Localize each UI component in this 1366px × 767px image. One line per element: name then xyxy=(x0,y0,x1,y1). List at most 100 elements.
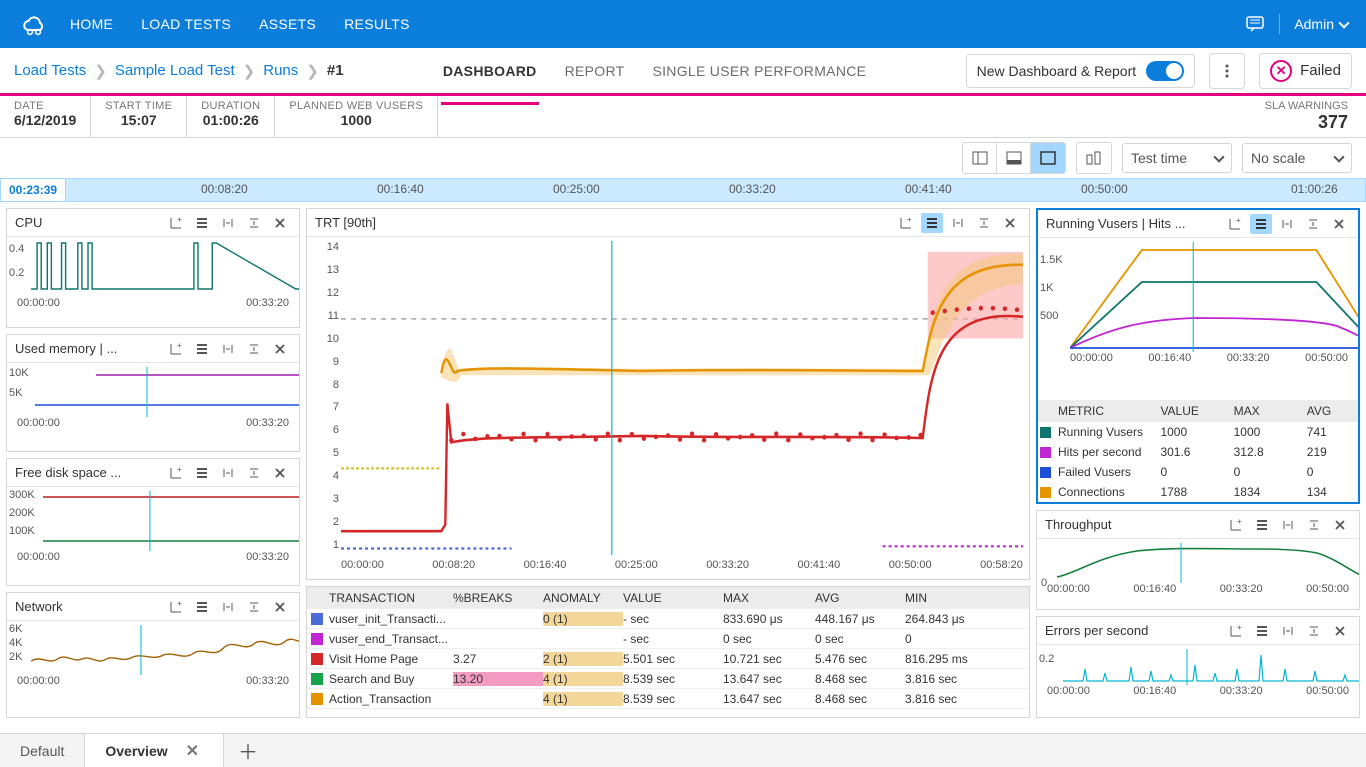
table-row[interactable]: vuser_end_Transact... - sec0 sec0 sec0 xyxy=(307,629,1029,649)
ytick: 1K xyxy=(1040,282,1053,294)
col-max[interactable]: MAX xyxy=(723,591,815,605)
list-icon[interactable] xyxy=(1251,621,1273,641)
col-value[interactable]: VALUE xyxy=(1160,404,1233,418)
timeline[interactable]: 00:23:39 00:08:20 00:16:40 00:25:00 00:3… xyxy=(0,178,1366,202)
svg-text:+: + xyxy=(1237,518,1242,526)
col-breaks[interactable]: %BREAKS xyxy=(453,591,543,605)
ytick: 0.4 xyxy=(9,243,24,255)
close-icon[interactable] xyxy=(1328,214,1350,234)
ytick: 5K xyxy=(9,387,22,399)
collapse-h-icon[interactable] xyxy=(217,213,239,233)
col-max[interactable]: MAX xyxy=(1234,404,1307,418)
svg-text:+: + xyxy=(177,600,182,608)
list-icon[interactable] xyxy=(191,463,213,483)
list-icon[interactable] xyxy=(1251,515,1273,535)
collapse-v-icon[interactable] xyxy=(243,597,265,617)
chart-add-icon[interactable]: + xyxy=(165,213,187,233)
nav-assets[interactable]: ASSETS xyxy=(259,16,316,32)
table-row[interactable]: Running Vusers10001000741 xyxy=(1038,422,1358,442)
col-metric[interactable]: METRIC xyxy=(1054,404,1160,418)
toggle-switch[interactable] xyxy=(1146,61,1184,81)
close-icon[interactable] xyxy=(269,213,291,233)
bc-load-tests[interactable]: Load Tests xyxy=(14,62,86,79)
table-row[interactable]: vuser_init_Transacti... 0 (1) - sec833.6… xyxy=(307,609,1029,629)
layout-split-button[interactable] xyxy=(963,143,997,173)
xtick: 00:33:20 xyxy=(246,551,289,563)
collapse-h-icon[interactable] xyxy=(217,463,239,483)
table-row[interactable]: Search and Buy 13.20 4 (1) 8.539 sec13.6… xyxy=(307,669,1029,689)
collapse-v-icon[interactable] xyxy=(1302,214,1324,234)
bc-runs[interactable]: Runs xyxy=(263,62,298,79)
feedback-icon[interactable] xyxy=(1245,14,1265,34)
collapse-v-icon[interactable] xyxy=(1303,515,1325,535)
collapse-h-icon[interactable] xyxy=(217,597,239,617)
list-icon[interactable] xyxy=(191,339,213,359)
col-min[interactable]: MIN xyxy=(905,591,995,605)
close-icon[interactable] xyxy=(1329,621,1351,641)
collapse-h-icon[interactable] xyxy=(947,213,969,233)
close-icon[interactable] xyxy=(269,597,291,617)
chart-add-icon[interactable]: + xyxy=(895,213,917,233)
throughput-chart xyxy=(1057,543,1360,583)
close-icon[interactable] xyxy=(269,339,291,359)
app-logo xyxy=(18,8,50,40)
collapse-v-icon[interactable] xyxy=(1303,621,1325,641)
col-value[interactable]: VALUE xyxy=(623,591,723,605)
collapse-v-icon[interactable] xyxy=(243,213,265,233)
time-select[interactable]: Test time xyxy=(1122,143,1232,173)
chart-add-icon[interactable]: + xyxy=(165,339,187,359)
collapse-v-icon[interactable] xyxy=(243,463,265,483)
col-anomaly[interactable]: ANOMALY xyxy=(543,591,623,605)
svg-text:+: + xyxy=(1236,217,1241,225)
close-icon[interactable] xyxy=(269,463,291,483)
collapse-h-icon[interactable] xyxy=(1277,515,1299,535)
collapse-v-icon[interactable] xyxy=(973,213,995,233)
table-row[interactable]: Action_Transaction 4 (1) 8.539 sec13.647… xyxy=(307,689,1029,709)
list-icon[interactable] xyxy=(1250,214,1272,234)
col-transaction[interactable]: TRANSACTION xyxy=(325,591,453,605)
xtick: 00:00:00 xyxy=(1047,685,1090,697)
table-row[interactable]: Visit Home Page 3.27 2 (1) 5.501 sec10.7… xyxy=(307,649,1029,669)
col-avg[interactable]: AVG xyxy=(815,591,905,605)
svg-text:+: + xyxy=(1237,624,1242,632)
collapse-v-icon[interactable] xyxy=(243,339,265,359)
kebab-menu-button[interactable] xyxy=(1209,53,1245,89)
list-icon[interactable] xyxy=(191,213,213,233)
tab-single-user[interactable]: SINGLE USER PERFORMANCE xyxy=(650,51,868,91)
add-tab-button[interactable]: ＋ xyxy=(224,734,272,767)
user-menu[interactable]: Admin xyxy=(1294,16,1348,32)
chart-add-icon[interactable]: + xyxy=(1225,515,1247,535)
new-dashboard-toggle[interactable]: New Dashboard & Report xyxy=(966,54,1196,88)
scale-select[interactable]: No scale xyxy=(1242,143,1352,173)
tab-overview[interactable]: Overview ✕ xyxy=(85,734,224,767)
close-icon[interactable] xyxy=(1329,515,1351,535)
list-icon[interactable] xyxy=(921,213,943,233)
layout-bottom-button[interactable] xyxy=(997,143,1031,173)
table-row[interactable]: Hits per second301.6312.8219 xyxy=(1038,442,1358,462)
close-icon[interactable] xyxy=(999,213,1021,233)
nav-load-tests[interactable]: LOAD TESTS xyxy=(141,16,231,32)
user-name: Admin xyxy=(1294,16,1334,32)
tab-default[interactable]: Default xyxy=(0,734,85,767)
status-text: Failed xyxy=(1300,62,1341,79)
close-icon[interactable]: ✕ xyxy=(182,741,203,761)
nav-home[interactable]: HOME xyxy=(70,16,113,32)
table-row[interactable]: Connections17881834134 xyxy=(1038,482,1358,502)
compare-button[interactable] xyxy=(1077,143,1111,173)
nav-results[interactable]: RESULTS xyxy=(344,16,410,32)
table-row[interactable]: Failed Vusers000 xyxy=(1038,462,1358,482)
chart-add-icon[interactable]: + xyxy=(165,463,187,483)
list-icon[interactable] xyxy=(191,597,213,617)
collapse-h-icon[interactable] xyxy=(1276,214,1298,234)
collapse-h-icon[interactable] xyxy=(1277,621,1299,641)
collapse-h-icon[interactable] xyxy=(217,339,239,359)
chart-add-icon[interactable]: + xyxy=(165,597,187,617)
tab-dashboard[interactable]: DASHBOARD xyxy=(441,51,539,105)
bc-sample[interactable]: Sample Load Test xyxy=(115,62,235,79)
chart-add-icon[interactable]: + xyxy=(1224,214,1246,234)
tab-report[interactable]: REPORT xyxy=(563,51,627,91)
chart-add-icon[interactable]: + xyxy=(1225,621,1247,641)
layout-full-button[interactable] xyxy=(1031,143,1065,173)
toggle-label: New Dashboard & Report xyxy=(977,63,1137,79)
col-avg[interactable]: AVG xyxy=(1307,404,1358,418)
